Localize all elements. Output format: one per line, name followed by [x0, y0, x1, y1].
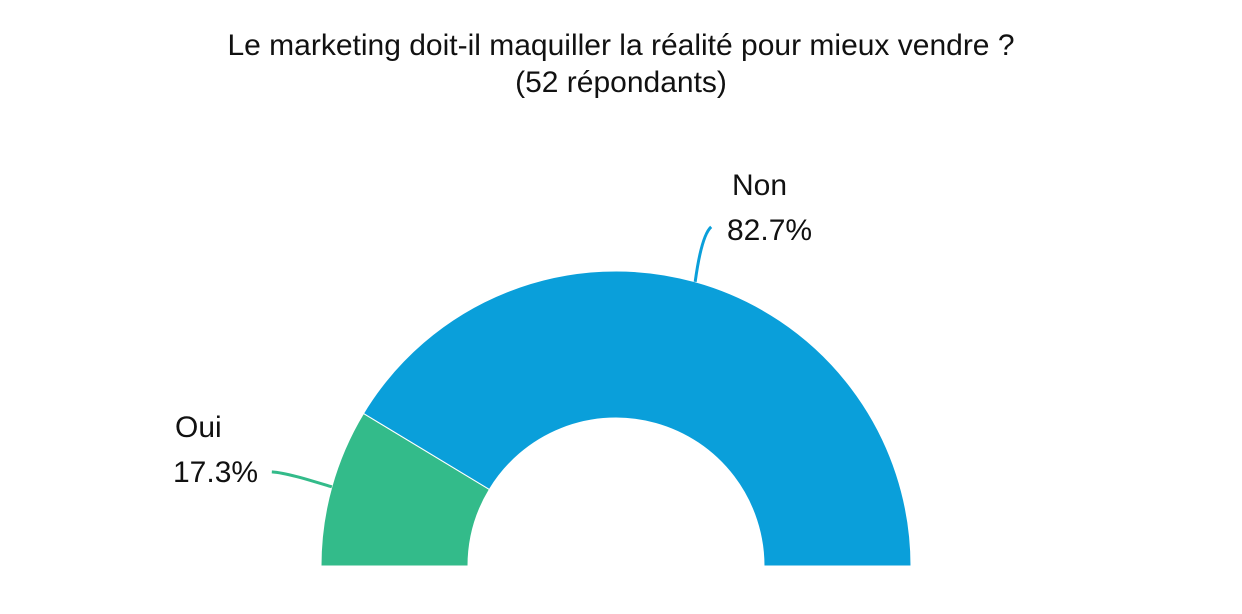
slice-value-oui: 17.3% [173, 456, 258, 489]
leader-line-non [693, 225, 713, 283]
slice-non [362, 270, 912, 567]
chart-title: Le marketing doit-il maquiller la réalit… [227, 29, 1015, 62]
slice-label-oui: Oui [175, 411, 222, 444]
leader-line-oui [271, 470, 333, 489]
slice-value-non: 82.7% [727, 214, 812, 247]
chart-subtitle: (52 répondants) [515, 66, 727, 99]
slice-label-non: Non [732, 169, 787, 202]
